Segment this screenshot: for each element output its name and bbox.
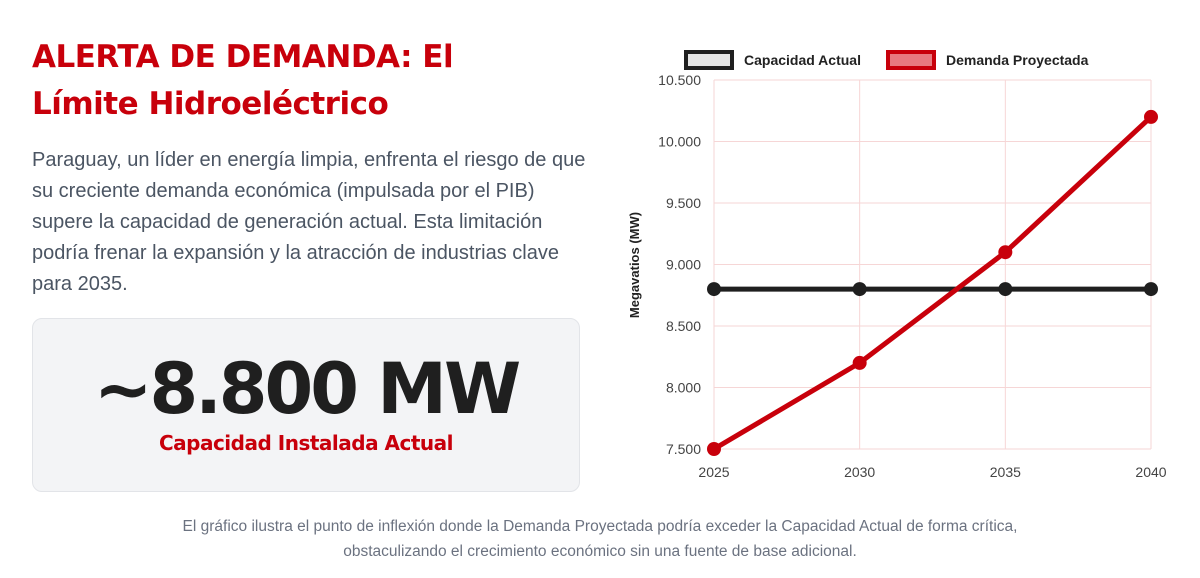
series-demanda-proyectada bbox=[707, 109, 1158, 456]
description: Paraguay, un líder en energía limpia, en… bbox=[32, 149, 586, 295]
legend-swatch bbox=[886, 50, 936, 70]
x-axis-ticks: 2025 2030 2035 2040 bbox=[698, 464, 1166, 480]
stat-label: Capacidad Instalada Actual bbox=[158, 431, 454, 455]
title-line-1: ALERTA DE DEMANDA: El bbox=[32, 39, 454, 75]
legend-swatch bbox=[684, 50, 734, 70]
y-tick-label: 9.000 bbox=[666, 257, 701, 273]
y-tick-label: 9.500 bbox=[666, 195, 701, 211]
x-tick-label: 2040 bbox=[1135, 464, 1166, 480]
x-tick-label: 2035 bbox=[990, 464, 1021, 480]
data-point bbox=[1144, 109, 1158, 124]
chart-legend: Capacidad Actual Demanda Proyectada bbox=[684, 50, 1089, 70]
chart-caption: El gráfico ilustra el punto de inflexión… bbox=[0, 514, 1200, 564]
x-tick-label: 2025 bbox=[698, 464, 729, 480]
y-tick-label: 10.000 bbox=[658, 134, 701, 150]
y-tick-label: 10.500 bbox=[658, 72, 701, 88]
stat-value: ~8.800 MW bbox=[93, 348, 521, 430]
data-point bbox=[998, 282, 1013, 297]
title-line-2: Límite Hidroeléctrico bbox=[32, 86, 389, 122]
y-tick-label: 8.500 bbox=[666, 318, 701, 334]
data-point bbox=[852, 355, 867, 370]
series-capacidad-actual bbox=[707, 282, 1158, 297]
stat-card: ~8.800 MW Capacidad Instalada Actual bbox=[32, 318, 580, 492]
data-point bbox=[1144, 282, 1158, 297]
legend-label: Capacidad Actual bbox=[744, 52, 861, 68]
legend-item: Capacidad Actual bbox=[684, 50, 861, 70]
data-point bbox=[707, 442, 721, 456]
line-chart: 7.500 8.000 8.500 9.000 9.500 10.000 10.500 20… bbox=[627, 50, 1167, 480]
page-title: ALERTA DE DEMANDA: El Límite Hidroeléctr… bbox=[32, 34, 592, 128]
chart-series bbox=[707, 109, 1158, 456]
chart-grid bbox=[713, 79, 1152, 450]
data-point bbox=[707, 282, 721, 297]
x-tick-label: 2030 bbox=[844, 464, 875, 480]
caption-line-1: El gráfico ilustra el punto de inflexión… bbox=[182, 518, 1018, 535]
data-point bbox=[852, 282, 867, 297]
legend-label: Demanda Proyectada bbox=[946, 52, 1089, 68]
legend-item: Demanda Proyectada bbox=[886, 50, 1089, 70]
y-axis-label: Megavatios (MW) bbox=[627, 212, 642, 318]
series-line bbox=[712, 115, 1153, 452]
data-point bbox=[998, 245, 1013, 260]
y-tick-label: 7.500 bbox=[666, 441, 701, 457]
caption-line-2: obstaculizando el crecimiento económico … bbox=[343, 543, 857, 560]
y-tick-label: 8.000 bbox=[666, 380, 701, 396]
y-axis-ticks: 7.500 8.000 8.500 9.000 9.500 10.000 10.500 bbox=[658, 72, 701, 457]
